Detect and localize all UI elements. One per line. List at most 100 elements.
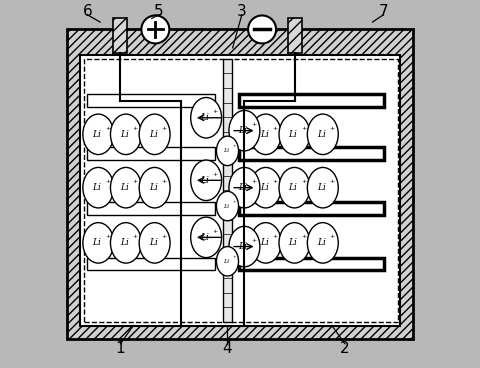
- Ellipse shape: [83, 167, 114, 208]
- Text: +: +: [232, 200, 236, 204]
- Text: +: +: [329, 126, 335, 131]
- Text: +: +: [301, 126, 306, 131]
- Text: 1: 1: [116, 342, 125, 356]
- Ellipse shape: [216, 191, 239, 221]
- Text: Li: Li: [239, 183, 247, 192]
- Text: Li: Li: [149, 183, 157, 192]
- Text: Li: Li: [223, 148, 229, 153]
- Bar: [84, 59, 225, 322]
- Text: Li: Li: [92, 238, 101, 247]
- Text: +: +: [273, 126, 277, 131]
- Text: Li: Li: [120, 183, 129, 192]
- Text: +: +: [105, 179, 110, 184]
- Circle shape: [142, 15, 169, 43]
- Text: +: +: [105, 126, 110, 131]
- Bar: [223, 59, 231, 322]
- Ellipse shape: [83, 114, 114, 155]
- Text: +: +: [329, 234, 335, 239]
- Bar: [86, 202, 216, 215]
- Bar: [239, 94, 384, 107]
- Text: +: +: [161, 126, 167, 131]
- Bar: [239, 258, 384, 270]
- Ellipse shape: [307, 223, 338, 263]
- Ellipse shape: [250, 223, 281, 263]
- Text: +: +: [105, 234, 110, 239]
- Ellipse shape: [191, 217, 222, 258]
- Text: +: +: [232, 145, 236, 148]
- Text: +: +: [213, 172, 218, 177]
- Text: Li: Li: [92, 130, 101, 139]
- Bar: [288, 18, 302, 53]
- Text: Li: Li: [288, 130, 297, 139]
- Text: 6: 6: [83, 4, 92, 18]
- Text: Li: Li: [200, 176, 209, 185]
- Ellipse shape: [139, 223, 170, 263]
- Text: +: +: [213, 109, 218, 114]
- Ellipse shape: [229, 226, 260, 267]
- Bar: [239, 147, 384, 160]
- Text: +: +: [251, 122, 256, 127]
- Text: +: +: [273, 179, 277, 184]
- Text: +: +: [132, 179, 138, 184]
- Text: Li: Li: [223, 259, 229, 264]
- Text: Li: Li: [92, 183, 101, 192]
- Text: +: +: [161, 179, 167, 184]
- Text: Li: Li: [120, 238, 129, 247]
- Text: Li: Li: [223, 204, 229, 209]
- Text: 3: 3: [237, 4, 247, 18]
- Ellipse shape: [279, 167, 310, 208]
- Text: 4: 4: [222, 342, 232, 356]
- Text: Li: Li: [317, 130, 326, 139]
- Text: Li: Li: [149, 130, 157, 139]
- Bar: [67, 29, 413, 339]
- Text: +: +: [301, 234, 306, 239]
- Ellipse shape: [229, 110, 260, 151]
- Ellipse shape: [307, 167, 338, 208]
- Bar: [86, 94, 216, 107]
- Text: Li: Li: [288, 183, 297, 192]
- Text: +: +: [132, 234, 138, 239]
- Text: Li: Li: [260, 238, 269, 247]
- Text: Li: Li: [200, 113, 209, 122]
- Text: Li: Li: [120, 130, 129, 139]
- Ellipse shape: [191, 98, 222, 138]
- Ellipse shape: [110, 167, 142, 208]
- Text: Li: Li: [288, 238, 297, 247]
- Text: Li: Li: [260, 183, 269, 192]
- Text: +: +: [329, 179, 335, 184]
- Ellipse shape: [191, 160, 222, 201]
- Ellipse shape: [250, 114, 281, 155]
- Text: +: +: [232, 255, 236, 259]
- Ellipse shape: [216, 247, 239, 276]
- Ellipse shape: [250, 167, 281, 208]
- Text: Li: Li: [149, 238, 157, 247]
- Text: Li: Li: [239, 242, 247, 251]
- Bar: [80, 55, 400, 326]
- Bar: [86, 147, 216, 160]
- Text: Li: Li: [239, 126, 247, 135]
- Ellipse shape: [83, 223, 114, 263]
- Ellipse shape: [279, 114, 310, 155]
- Text: Li: Li: [260, 130, 269, 139]
- Text: 5: 5: [154, 4, 164, 18]
- Bar: [113, 18, 127, 53]
- Ellipse shape: [139, 114, 170, 155]
- Text: +: +: [213, 229, 218, 234]
- Text: +: +: [161, 234, 167, 239]
- Bar: [231, 59, 398, 322]
- Text: +: +: [273, 234, 277, 239]
- Ellipse shape: [139, 167, 170, 208]
- Text: Li: Li: [200, 233, 209, 242]
- Text: 2: 2: [340, 342, 350, 356]
- Ellipse shape: [110, 114, 142, 155]
- Ellipse shape: [216, 136, 239, 166]
- Ellipse shape: [229, 167, 260, 208]
- Text: +: +: [301, 179, 306, 184]
- Ellipse shape: [279, 223, 310, 263]
- Text: +: +: [251, 238, 256, 243]
- Bar: [239, 202, 384, 215]
- Text: +: +: [251, 179, 256, 184]
- Bar: [86, 258, 216, 270]
- Text: Li: Li: [317, 238, 326, 247]
- Ellipse shape: [110, 223, 142, 263]
